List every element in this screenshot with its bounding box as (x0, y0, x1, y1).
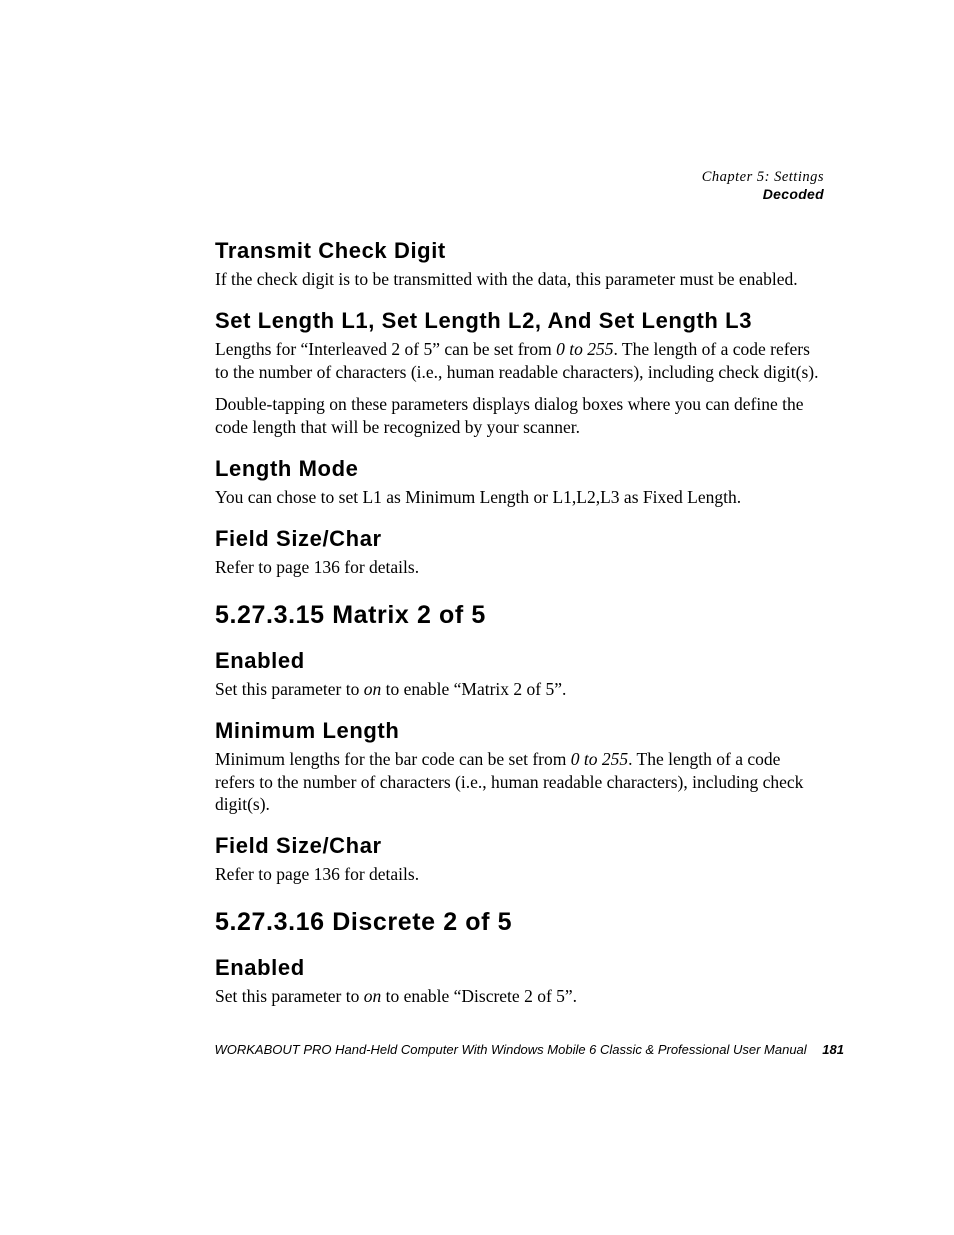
body-paragraph: Set this parameter to on to enable “Disc… (215, 985, 824, 1007)
page-content: Transmit Check Digit If the check digit i… (215, 238, 824, 1007)
italic-run: 0 to 255 (556, 339, 613, 359)
section-heading: 5.27.3.16 Discrete 2 of 5 (215, 908, 824, 937)
body-paragraph: If the check digit is to be transmitted … (215, 268, 824, 290)
subheading: Transmit Check Digit (215, 238, 824, 264)
text-run: to enable “Discrete 2 of 5”. (381, 986, 577, 1006)
body-paragraph: Minimum lengths for the bar code can be … (215, 748, 824, 815)
header-chapter: Chapter 5: Settings (702, 168, 824, 186)
subheading: Field Size/Char (215, 526, 824, 552)
footer-text: WORKABOUT PRO Hand-Held Computer With Wi… (214, 1042, 806, 1057)
header-section: Decoded (702, 186, 824, 204)
subheading: Enabled (215, 648, 824, 674)
page: Chapter 5: Settings Decoded Transmit Che… (0, 0, 954, 1235)
text-run: Lengths for “Interleaved 2 of 5” can be … (215, 339, 556, 359)
subheading: Field Size/Char (215, 833, 824, 859)
italic-run: on (364, 986, 382, 1006)
body-paragraph: Refer to page 136 for details. (215, 556, 824, 578)
subheading: Set Length L1, Set Length L2, And Set Le… (215, 308, 824, 334)
body-paragraph: Set this parameter to on to enable “Matr… (215, 678, 824, 700)
text-run: to enable “Matrix 2 of 5”. (381, 679, 566, 699)
page-footer: WORKABOUT PRO Hand-Held Computer With Wi… (210, 1042, 844, 1057)
italic-run: 0 to 255 (571, 749, 628, 769)
subheading: Minimum Length (215, 718, 824, 744)
text-run: Set this parameter to (215, 986, 364, 1006)
subheading: Length Mode (215, 456, 824, 482)
italic-run: on (364, 679, 382, 699)
text-run: Set this parameter to (215, 679, 364, 699)
body-paragraph: Refer to page 136 for details. (215, 863, 824, 885)
page-number: 181 (822, 1042, 844, 1057)
body-paragraph: You can chose to set L1 as Minimum Lengt… (215, 486, 824, 508)
subheading: Enabled (215, 955, 824, 981)
body-paragraph: Lengths for “Interleaved 2 of 5” can be … (215, 338, 824, 383)
body-paragraph: Double-tapping on these parameters displ… (215, 393, 824, 438)
running-header: Chapter 5: Settings Decoded (702, 168, 824, 204)
section-heading: 5.27.3.15 Matrix 2 of 5 (215, 601, 824, 630)
text-run: Minimum lengths for the bar code can be … (215, 749, 571, 769)
